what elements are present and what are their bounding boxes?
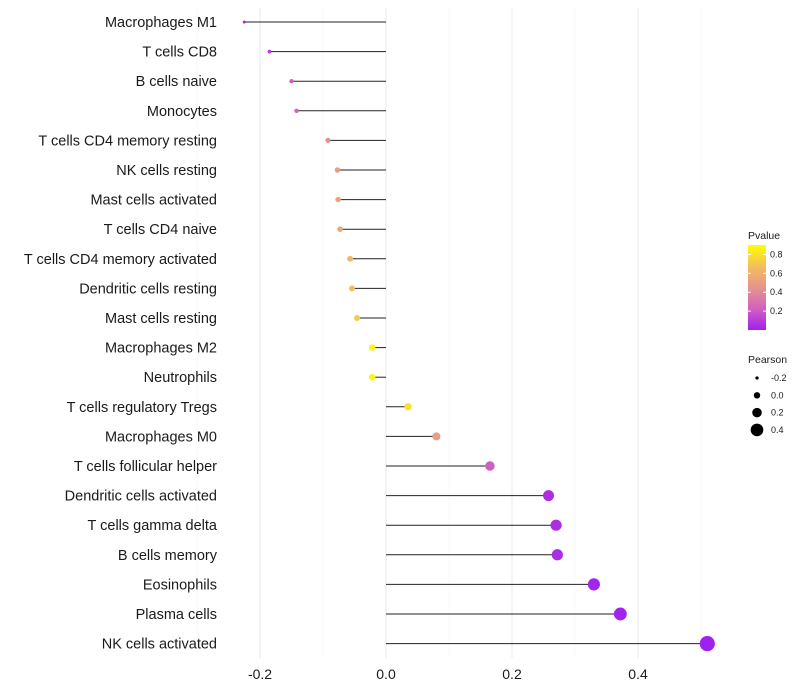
legend-pvalue-tick-label: 0.2 <box>770 306 783 316</box>
data-point <box>349 285 355 292</box>
legend-pearson-key <box>755 376 759 380</box>
x-tick-label: 0.2 <box>502 666 522 682</box>
data-point <box>699 636 715 652</box>
category-label: B cells memory <box>118 548 218 564</box>
data-point <box>325 137 331 144</box>
legend-pearson-key <box>752 407 762 418</box>
legend-pearson-label: 0.2 <box>771 408 784 418</box>
category-label: Monocytes <box>147 104 217 120</box>
x-tick-label: 0.4 <box>628 666 648 682</box>
category-label: Plasma cells <box>136 607 217 623</box>
data-point <box>334 167 341 173</box>
category-labels: Macrophages M1 T cells CD8 B cells naive Mo… <box>24 15 218 653</box>
data-point <box>354 314 361 322</box>
category-label: B cells naive <box>136 74 217 90</box>
category-label: Macrophages M1 <box>105 15 217 31</box>
data-point <box>613 607 627 621</box>
legend-pvalue-title: Pvalue <box>748 230 780 242</box>
data-point <box>368 373 376 381</box>
category-label: T cells CD8 <box>142 45 217 61</box>
data-point <box>543 490 555 502</box>
category-label: T cells CD4 memory activated <box>24 252 217 268</box>
legend-pvalue-tick-label: 0.8 <box>770 249 783 259</box>
category-label: Neutrophils <box>144 370 217 386</box>
category-label: NK cells activated <box>102 637 217 653</box>
category-label: T cells regulatory Tregs <box>67 400 217 416</box>
legend-pearson-title: Pearson <box>748 354 787 366</box>
category-label: Dendritic cells resting <box>79 281 217 297</box>
category-label: T cells CD4 naive <box>104 222 217 238</box>
data-point <box>242 20 246 24</box>
legend-pearson-label: 0.0 <box>771 390 784 400</box>
category-label: Dendritic cells activated <box>65 489 217 505</box>
category-label: Macrophages M2 <box>105 341 217 357</box>
data-point <box>337 226 343 232</box>
data-point <box>404 403 412 411</box>
stems <box>244 21 708 645</box>
category-label: Macrophages M0 <box>105 429 217 445</box>
data-point <box>335 196 341 203</box>
data-point <box>550 519 562 531</box>
legend-pearson: Pearson -0.2 0.0 0.2 0.4 <box>748 354 787 437</box>
category-label: T cells gamma delta <box>88 518 218 534</box>
legend-pvalue-tick-label: 0.4 <box>770 287 783 297</box>
legend-pearson-label: -0.2 <box>771 373 787 383</box>
category-label: NK cells resting <box>116 163 217 179</box>
category-label: Mast cells activated <box>90 193 217 209</box>
data-point <box>587 578 600 591</box>
x-tick-label: -0.2 <box>248 666 272 682</box>
points <box>242 20 715 652</box>
gridlines <box>196 8 702 658</box>
category-label: Mast cells resting <box>105 311 217 327</box>
data-point <box>294 108 299 114</box>
legend-pearson-label: 0.4 <box>771 425 784 435</box>
data-point <box>267 49 272 54</box>
data-point <box>289 79 294 84</box>
legend-pearson-key <box>753 392 761 399</box>
legend-pvalue-tick-label: 0.6 <box>770 268 783 278</box>
x-axis-ticks: -0.2 0.0 0.2 0.4 <box>248 666 648 682</box>
data-point <box>485 461 495 471</box>
x-tick-label: 0.0 <box>376 666 396 682</box>
category-label: Eosinophils <box>143 577 217 593</box>
data-point <box>432 432 441 441</box>
category-label: T cells CD4 memory resting <box>38 133 217 149</box>
legend-pvalue: Pvalue 0.8 0.6 0.4 0.2 <box>748 230 783 330</box>
legend-pvalue-colorbar <box>748 245 766 330</box>
data-point <box>347 255 354 262</box>
category-label: T cells follicular helper <box>74 459 217 475</box>
data-point <box>368 344 376 351</box>
data-point <box>551 549 563 561</box>
legend-pearson-key <box>750 423 764 437</box>
